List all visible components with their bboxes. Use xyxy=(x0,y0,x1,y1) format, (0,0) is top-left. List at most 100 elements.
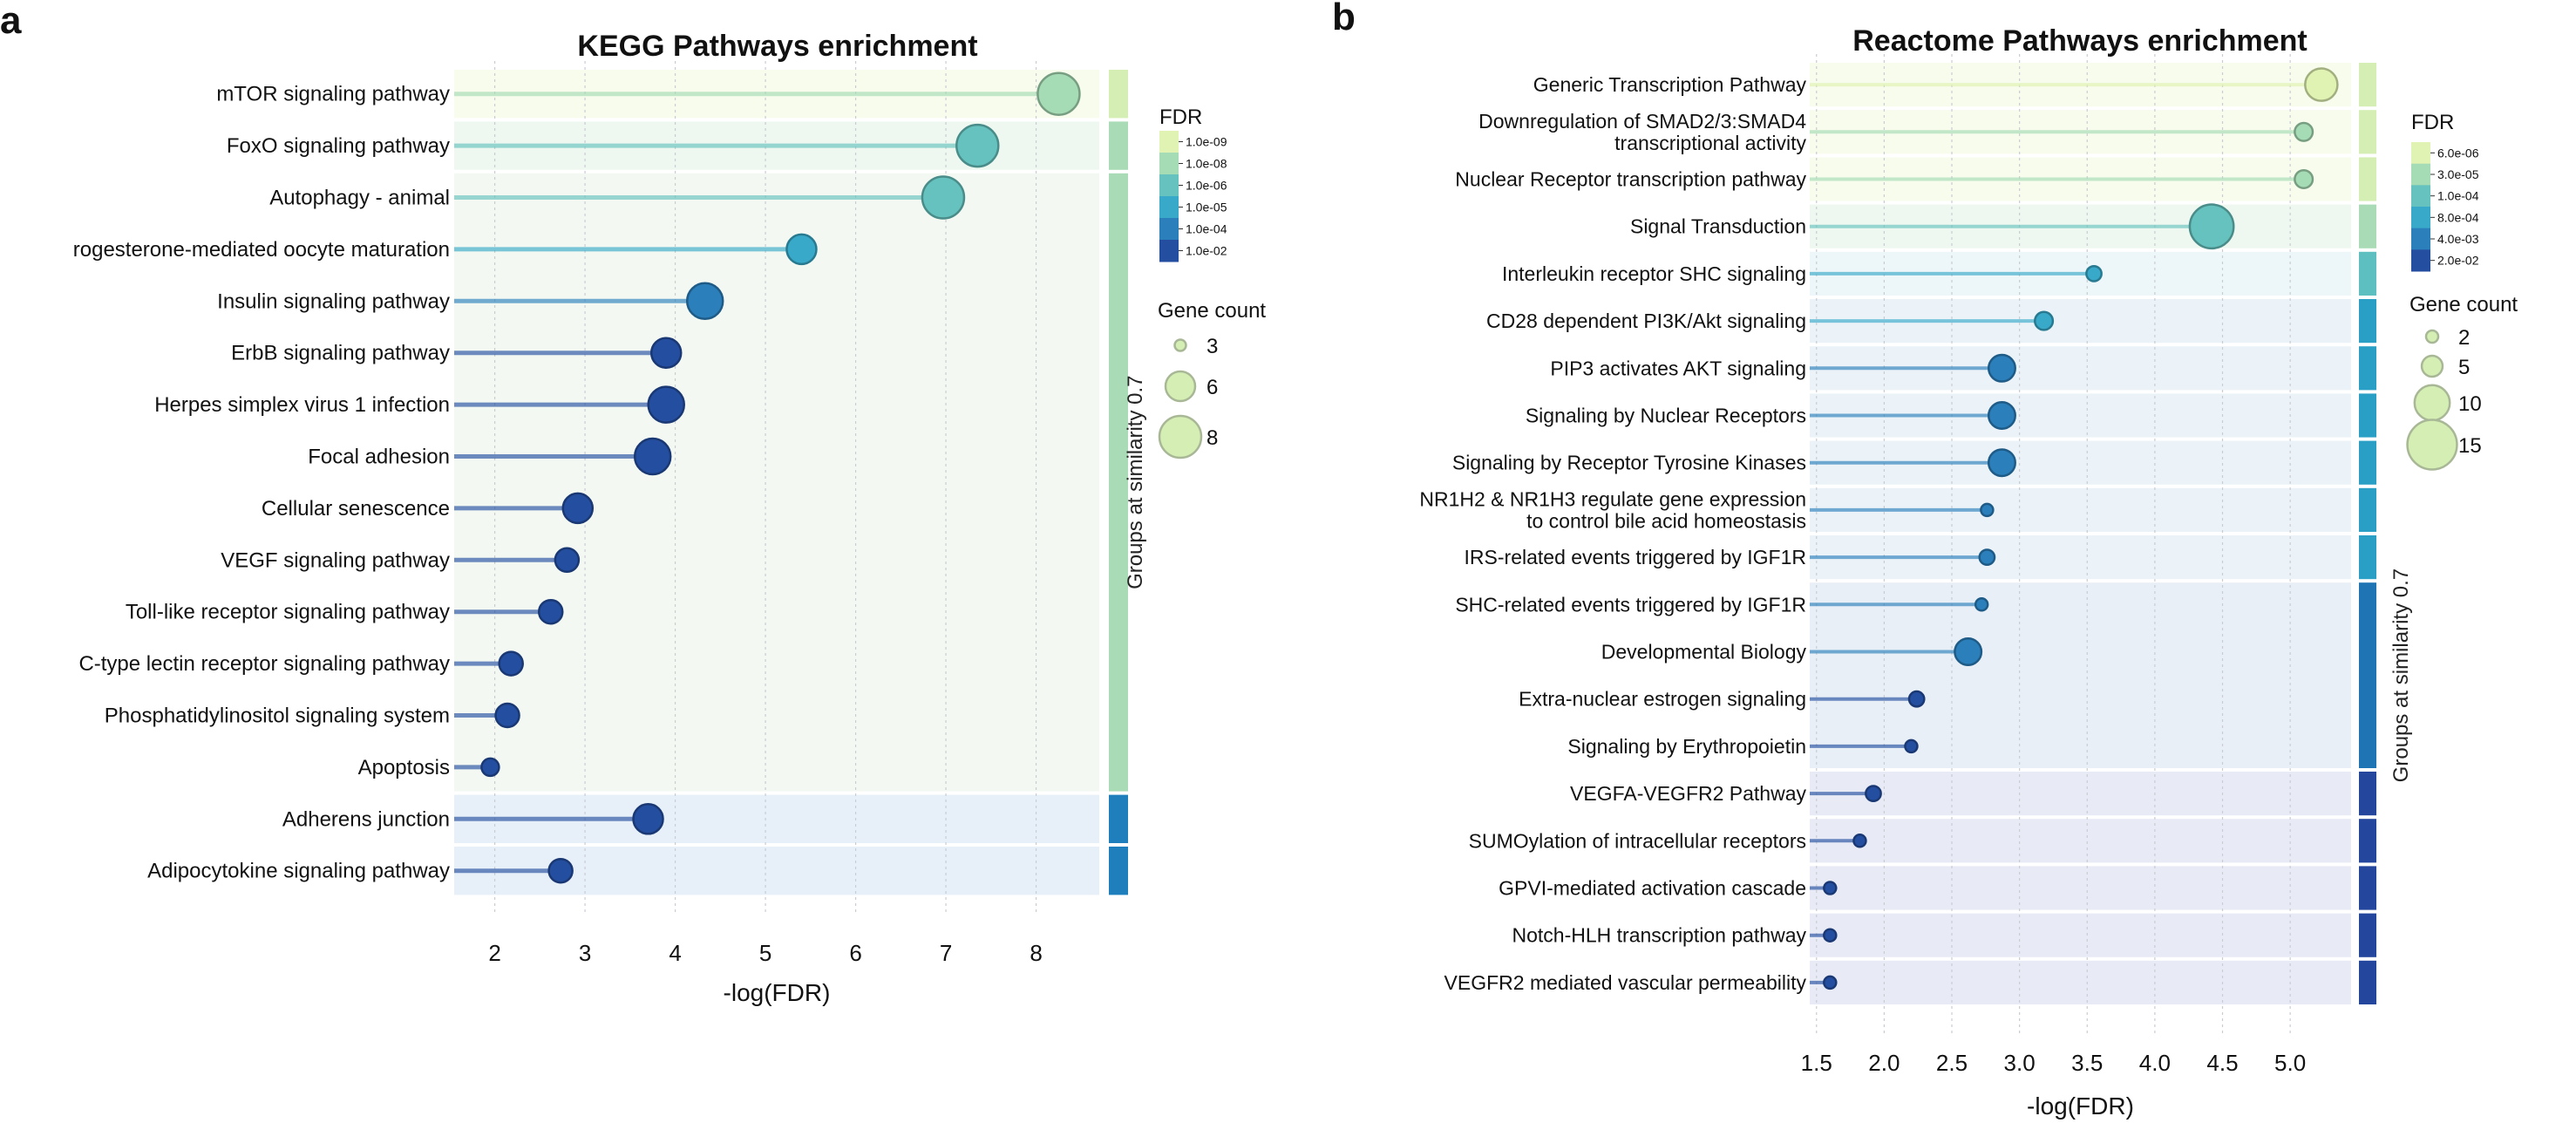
group-strip xyxy=(2359,913,2376,957)
category-label: Adipocytokine signaling pathway xyxy=(147,860,450,883)
data-point xyxy=(649,337,683,369)
x-tick-label: 2.5 xyxy=(1936,1050,1968,1076)
count-legend-circle xyxy=(1164,370,1197,403)
group-strip xyxy=(1109,70,1128,119)
data-point xyxy=(647,385,685,424)
data-point xyxy=(547,857,574,884)
category-label: Signaling by Nuclear Receptors xyxy=(1526,405,1806,427)
category-label: Signal Transduction xyxy=(1630,215,1806,238)
category-label: PIP3 activates AKT signaling xyxy=(1550,357,1806,379)
x-axis-label: -log(FDR) xyxy=(724,979,831,1006)
data-point xyxy=(1980,502,1995,518)
group-strip xyxy=(2359,487,2376,532)
x-tick-label: 4.0 xyxy=(2139,1050,2171,1076)
fdr-colorbar-segment xyxy=(1159,218,1179,241)
category-label: Downregulation of SMAD2/3:SMAD4 xyxy=(1478,110,1806,133)
fdr-colorbar-segment xyxy=(1159,153,1179,175)
category-label: VEGFR2 mediated vascular permeability xyxy=(1444,971,1807,994)
group-label: Groups at similarity 0.7 xyxy=(2389,568,2413,782)
fdr-tick-label: 1.0e-08 xyxy=(1186,157,1227,171)
fdr-tick-label: 2.0e-02 xyxy=(2437,254,2479,268)
data-point xyxy=(480,757,500,778)
x-tick-label: 3 xyxy=(579,940,591,966)
group-strip xyxy=(2359,299,2376,344)
category-label: rogesterone-mediated oocyte maturation xyxy=(73,238,450,262)
count-legend-title: Gene count xyxy=(2409,293,2518,316)
kegg-chart: Groups at similarity 0.7 KEGG Pathways en… xyxy=(73,30,1267,1006)
group-band xyxy=(1810,866,2351,910)
count-legend-value: 6 xyxy=(1206,376,1218,399)
count-legend-circle xyxy=(2424,329,2440,344)
data-point xyxy=(2294,168,2314,190)
group-label: Groups at similarity 0.7 xyxy=(1124,375,1147,589)
fdr-colorbar-segment xyxy=(2411,185,2430,208)
x-axis-label: -log(FDR) xyxy=(2027,1092,2134,1120)
group-strip xyxy=(1109,173,1128,792)
panel-label-b: b xyxy=(1332,0,1356,38)
data-point xyxy=(561,492,595,525)
data-point xyxy=(494,702,520,729)
category-label: Notch-HLH transcription pathway xyxy=(1512,924,1807,947)
category-label: Cellular senescence xyxy=(262,497,450,521)
reactome-chart: Groups at similarity 0.7 Reactome Pathway… xyxy=(1419,24,2518,1120)
category-label: Interleukin receptor SHC signaling xyxy=(1502,262,1806,285)
data-point xyxy=(2294,121,2314,142)
data-point xyxy=(921,175,966,220)
group-strip xyxy=(2359,157,2376,201)
x-tick-label: 4.5 xyxy=(2206,1050,2238,1076)
chart-title: KEGG Pathways enrichment xyxy=(577,30,977,63)
data-point xyxy=(537,598,564,625)
fdr-colorbar-segment xyxy=(2411,207,2430,229)
data-point xyxy=(1954,637,1983,666)
group-band xyxy=(1810,819,2351,863)
category-label: SUMOylation of intracellular receptors xyxy=(1469,829,1806,852)
fdr-legend-title: FDR xyxy=(2411,111,2454,134)
count-legend-circle xyxy=(1173,338,1187,352)
count-legend-title: Gene count xyxy=(1158,299,1266,323)
data-point xyxy=(1037,71,1081,116)
group-strip xyxy=(2359,346,2376,391)
count-legend-circle xyxy=(2420,354,2444,378)
group-strip xyxy=(2359,772,2376,816)
category-label: VEGF signaling pathway xyxy=(221,548,450,572)
category-label: transcriptional activity xyxy=(1614,132,1806,154)
fdr-tick-label: 1.0e-05 xyxy=(1186,201,1227,214)
fdr-colorbar-segment xyxy=(1159,240,1179,262)
data-point xyxy=(632,803,664,835)
data-point xyxy=(1823,881,1838,895)
x-tick-label: 4 xyxy=(669,940,681,966)
data-point xyxy=(498,650,524,677)
fdr-colorbar-segment xyxy=(2411,163,2430,186)
category-label: IRS-related events triggered by IGF1R xyxy=(1465,546,1806,568)
data-point xyxy=(1987,353,2016,383)
fdr-colorbar-segment xyxy=(1159,131,1179,153)
category-label: ErbB signaling pathway xyxy=(231,342,450,365)
group-band xyxy=(1810,960,2351,1004)
x-tick-label: 2 xyxy=(488,940,500,966)
x-tick-label: 8 xyxy=(1030,940,1042,966)
fdr-colorbar-segment xyxy=(2411,249,2430,272)
group-strip xyxy=(2359,393,2376,438)
count-legend-value: 10 xyxy=(2458,392,2482,416)
category-label: Signaling by Receptor Tyrosine Kinases xyxy=(1452,452,1806,474)
data-point xyxy=(955,123,1000,168)
fdr-colorbar-segment xyxy=(2411,142,2430,165)
group-band xyxy=(1810,772,2351,816)
data-point xyxy=(1978,548,1996,566)
fdr-tick-label: 4.0e-03 xyxy=(2437,232,2479,246)
x-tick-label: 3.5 xyxy=(2071,1050,2103,1076)
data-point xyxy=(1987,448,2016,478)
count-legend-circle xyxy=(2406,419,2458,471)
category-label: GPVI-mediated activation cascade xyxy=(1499,877,1806,900)
x-tick-label: 7 xyxy=(940,940,952,966)
x-tick-label: 5 xyxy=(759,940,771,966)
x-tick-label: 3.0 xyxy=(2004,1050,2036,1076)
category-label: NR1H2 & NR1H3 regulate gene expression xyxy=(1419,487,1806,510)
fdr-tick-label: 1.0e-02 xyxy=(1186,244,1227,258)
fdr-tick-label: 1.0e-09 xyxy=(1186,135,1227,149)
fdr-colorbar-segment xyxy=(2411,228,2430,250)
x-tick-label: 2.0 xyxy=(1868,1050,1900,1076)
data-point xyxy=(1987,401,2016,430)
group-band xyxy=(1810,582,2351,768)
